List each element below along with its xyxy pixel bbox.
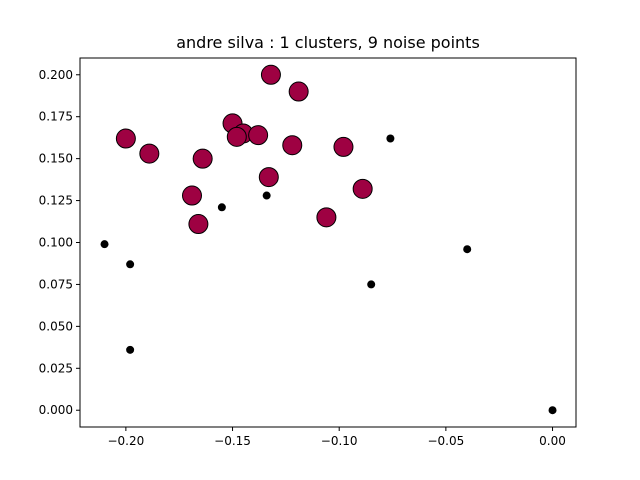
- y-tick-label: 0.100: [39, 236, 73, 250]
- x-tick-label: −0.20: [107, 434, 144, 448]
- x-tick-label: −0.15: [214, 434, 251, 448]
- y-tick-label: 0.125: [39, 194, 73, 208]
- noise-point: [217, 203, 226, 212]
- y-tick-label: 0.075: [39, 277, 73, 291]
- noise-point: [126, 345, 135, 354]
- x-tick-label: −0.10: [321, 434, 358, 448]
- cluster-point: [226, 126, 247, 147]
- y-tick-label: 0.050: [39, 319, 73, 333]
- cluster-point: [182, 185, 202, 206]
- noise-point: [367, 280, 376, 289]
- noise-point: [463, 245, 472, 254]
- noise-point: [100, 240, 109, 249]
- y-tick-label: 0.000: [39, 403, 73, 417]
- noise-point: [262, 191, 271, 200]
- cluster-point: [192, 148, 213, 169]
- cluster-point: [139, 143, 160, 164]
- y-tick-label: 0.150: [39, 152, 73, 166]
- cluster-point: [333, 136, 354, 157]
- chart-title: andre silva : 1 clusters, 9 noise points: [176, 33, 480, 52]
- cluster-point: [316, 207, 337, 228]
- cluster-point: [282, 135, 303, 156]
- y-axis-ticks: 0.000 0.025 0.050 0.075 0.100 0.125 0.150 0.175…: [39, 68, 80, 417]
- data-points: [100, 64, 557, 415]
- noise-point: [126, 260, 135, 269]
- cluster-point: [188, 214, 209, 235]
- x-axis-ticks: −0.20 −0.15 −0.10 −0.05 0.00: [107, 427, 566, 448]
- cluster-point: [258, 167, 279, 188]
- y-tick-label: 0.200: [39, 68, 73, 82]
- cluster-point: [352, 178, 373, 199]
- cluster-point: [260, 64, 281, 85]
- noise-point: [386, 134, 395, 143]
- x-tick-label: −0.05: [427, 434, 464, 448]
- cluster-point: [288, 81, 309, 102]
- y-tick-label: 0.175: [39, 110, 73, 124]
- noise-point: [548, 406, 557, 415]
- cluster-point: [115, 128, 136, 149]
- y-tick-label: 0.025: [39, 361, 73, 375]
- plot-frame: [79, 57, 577, 428]
- cluster-point: [248, 125, 269, 146]
- x-tick-label: 0.00: [539, 434, 566, 448]
